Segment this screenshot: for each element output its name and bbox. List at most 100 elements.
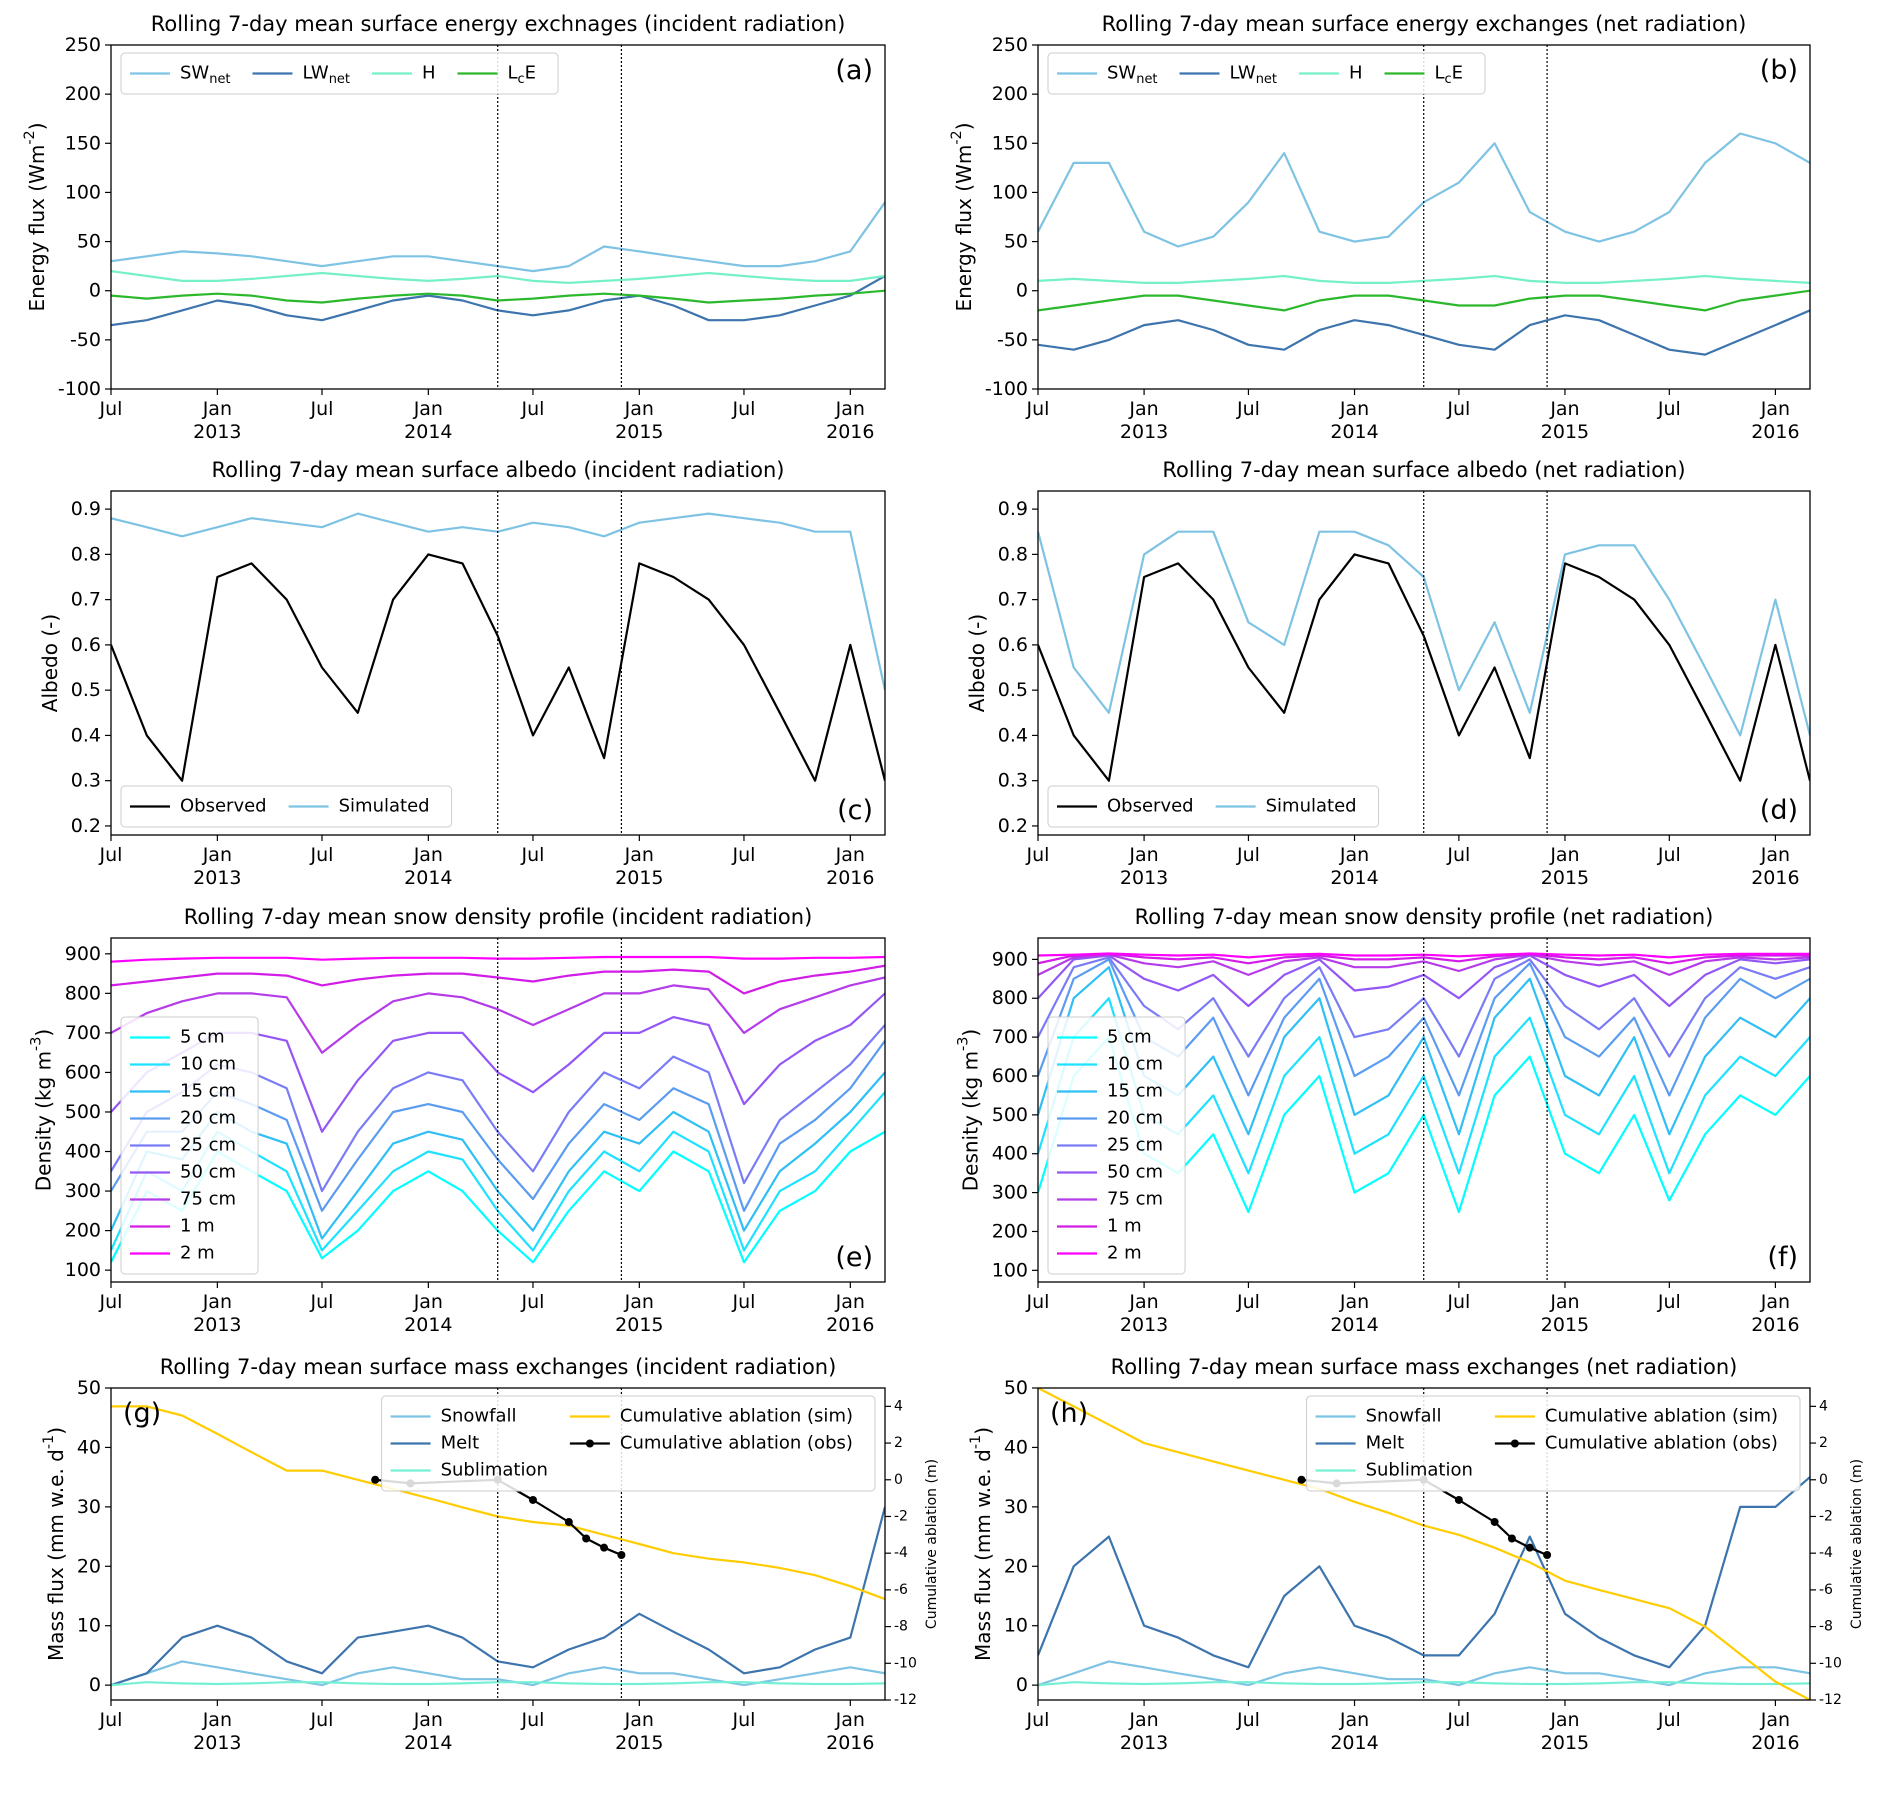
legend-box [1047,785,1380,828]
axes-frame [110,490,886,836]
legend-label: H [1349,63,1363,84]
legend-label: 25 cm [180,1135,236,1156]
chart-title: Rolling 7-day mean snow density profile … [184,905,813,929]
legend-box [120,52,559,95]
axes-frame [110,1387,886,1701]
y2-tick-label: 2 [1819,1435,1828,1451]
x-tick-label: Jul [1657,1709,1681,1731]
axes-frame [1037,44,1811,390]
y-tick-label: 250 [992,34,1028,56]
y2-tick-label: -6 [894,1582,908,1598]
x-tick-label: Jul [1446,1709,1470,1731]
y-tick-label: 0 [1016,279,1028,301]
y-tick-label: 900 [992,948,1028,970]
y2-tick-label: -6 [1819,1582,1833,1598]
panel-label: (g) [123,1398,161,1429]
panel: Rolling 7-day mean snow density profile … [29,905,886,1336]
y-tick-label: 0.9 [71,498,101,520]
legend-label: Simulated [1266,796,1357,817]
panel-label: (b) [1760,55,1798,86]
y2-tick-label: -4 [1819,1545,1833,1561]
x-tick-label: Jan 2015 [615,1291,663,1336]
axes-frame [110,937,886,1283]
x-tick-label: Jan 2015 [615,398,663,443]
y-tick-label: 0.3 [71,769,101,791]
y-tick-label: 150 [992,132,1028,154]
y-axis-label: Mass flux (mm w.e. d-1) [968,1427,995,1661]
legend-label: 75 cm [180,1189,236,1210]
legend-label: 1 m [180,1216,215,1237]
x-tick-label: Jul [1026,1291,1050,1313]
y-tick-label: 20 [1004,1555,1028,1577]
x-tick-label: Jan 2013 [193,398,241,443]
series-marker [1543,1551,1552,1560]
x-tick-label: Jan 2013 [1120,844,1168,889]
legend-box [1047,52,1486,95]
legend-label: 15 cm [180,1081,236,1102]
x-tick-label: Jan 2016 [826,1709,874,1754]
series-line [1038,1476,1810,1669]
x-tick-label: Jul [1026,1709,1050,1731]
y2-tick-label: -12 [894,1692,917,1708]
x-tick-label: Jan 2014 [1330,1709,1378,1754]
x-tick-label: Jul [521,844,545,866]
y-tick-label: 700 [992,1026,1028,1048]
x-tick-label: Jul [1657,398,1681,420]
y-tick-label: 0.8 [998,543,1028,565]
x-tick-label: Jul [310,1291,334,1313]
y-tick-label: -50 [70,328,101,350]
x-tick-label: Jul [99,844,123,866]
legend-box [1306,1395,1801,1492]
y-tick-label: 100 [65,181,101,203]
panel-label: (a) [835,55,873,86]
y-tick-label: 400 [65,1140,101,1162]
y-tick-label: 50 [77,230,101,252]
x-tick-label: Jul [1236,1709,1260,1731]
legend-marker [585,1439,594,1448]
legend-box [381,1395,876,1492]
panel: Rolling 7-day mean surface albedo (net r… [964,458,1811,889]
y2-tick-label: -2 [1819,1508,1833,1524]
y-tick-label: 400 [992,1142,1028,1164]
legend-label: Snowfall [441,1406,517,1427]
x-tick-label: Jan 2014 [1330,1291,1378,1336]
y-tick-label: 0.6 [998,633,1028,655]
y2-tick-label: 0 [1819,1472,1828,1488]
y-tick-label: 100 [992,1259,1028,1281]
legend-label: LWnet [1230,63,1277,87]
y2-tick-label: -8 [894,1619,908,1635]
chart-title: Rolling 7-day mean surface energy exchan… [1102,12,1747,36]
legend-label: Cumulative ablation (obs) [1545,1433,1778,1454]
y2-axis-label: Cumulative ablation (m) [924,1459,940,1629]
series-marker [600,1543,609,1552]
x-tick-label: Jan 2014 [1330,398,1378,443]
x-tick-label: Jan 2013 [193,1709,241,1754]
legend-label: Observed [180,796,267,817]
axes-frame [1037,937,1811,1283]
y-tick-label: 0.7 [71,588,101,610]
y2-tick-label: -8 [1819,1619,1833,1635]
x-tick-label: Jul [1657,844,1681,866]
series-line [1038,274,1810,284]
legend-label: 50 cm [1107,1162,1163,1183]
y-tick-label: 0.7 [998,588,1028,610]
y-tick-label: 500 [65,1100,101,1122]
y-tick-label: 0 [89,279,101,301]
x-tick-label: Jan 2014 [404,844,452,889]
series-line [1038,1660,1810,1687]
legend-label: 20 cm [180,1108,236,1129]
x-tick-label: Jul [1657,1291,1681,1313]
x-tick-label: Jul [521,1291,545,1313]
y-axis-label: Energy flux (Wm-2) [22,122,49,311]
y2-tick-label: -2 [894,1508,908,1524]
y-axis-label: Density (kg m-3) [29,1029,56,1191]
y-tick-label: 0.5 [71,679,101,701]
x-tick-label: Jul [731,844,755,866]
y-tick-label: 40 [1004,1436,1028,1458]
legend-label: SWnet [1107,63,1158,87]
legend-label: Melt [1366,1433,1405,1454]
y2-tick-label: -10 [1819,1655,1842,1671]
x-tick-label: Jan 2015 [1541,1291,1589,1336]
legend-box [120,785,453,828]
